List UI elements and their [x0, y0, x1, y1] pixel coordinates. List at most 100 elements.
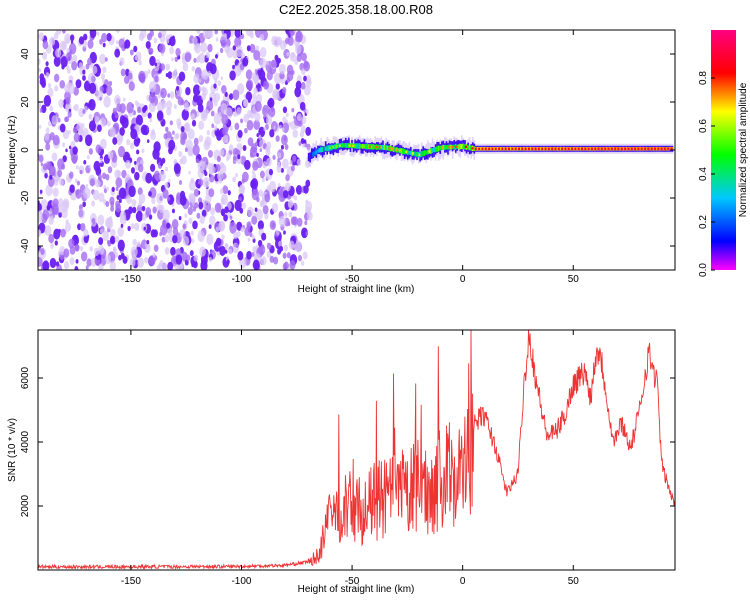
noise-speckle — [269, 255, 275, 263]
noise-speckle — [85, 265, 89, 270]
noise-speckle — [88, 148, 93, 155]
noise-speckle — [305, 126, 312, 136]
noise-speckle — [61, 30, 66, 34]
signal-core — [467, 145, 469, 150]
noise-speckle — [38, 154, 44, 163]
noise-speckle — [73, 105, 76, 110]
noise-speckle — [253, 49, 261, 61]
signal-core — [638, 147, 641, 151]
noise-speckle — [53, 56, 61, 67]
x-tick-label: 0 — [460, 576, 466, 587]
noise-speckle — [192, 144, 200, 156]
noise-speckle — [286, 252, 291, 259]
noise-speckle — [68, 130, 71, 135]
noise-speckle — [285, 174, 290, 182]
noise-speckle — [118, 187, 127, 200]
noise-speckle — [45, 127, 50, 134]
noise-speckle — [134, 100, 139, 106]
signal-peak — [547, 147, 550, 150]
noise-speckle — [126, 101, 134, 114]
noise-speckle — [99, 96, 102, 101]
noise-speckle — [211, 123, 215, 129]
signal-core — [318, 148, 321, 153]
noise-speckle — [201, 209, 207, 217]
noise-speckle — [110, 237, 115, 243]
noise-speckle — [258, 189, 263, 197]
noise-speckle — [105, 218, 114, 230]
noise-speckle — [218, 112, 222, 117]
noise-speckle — [98, 245, 105, 255]
noise-speckle — [251, 251, 255, 257]
noise-speckle — [285, 37, 290, 45]
noise-speckle — [198, 162, 202, 168]
noise-speckle — [221, 234, 225, 240]
noise-speckle — [72, 54, 78, 62]
x-tick-label: 50 — [568, 274, 580, 285]
noise-speckle — [201, 73, 206, 80]
noise-speckle — [97, 124, 102, 132]
noise-speckle — [53, 32, 59, 40]
noise-speckle — [196, 212, 201, 219]
noise-speckle — [147, 112, 152, 119]
noise-speckle — [247, 137, 254, 147]
noise-speckle — [132, 206, 137, 214]
noise-speckle — [303, 60, 309, 69]
noise-speckle — [193, 137, 199, 146]
signal-core — [394, 147, 396, 152]
signal-peak — [634, 147, 637, 150]
noise-speckle — [211, 166, 216, 174]
noise-speckle — [235, 172, 239, 178]
noise-speckle — [86, 258, 92, 267]
noise-speckle — [241, 202, 247, 210]
x-tick-label: 50 — [568, 576, 580, 587]
noise-speckle — [108, 80, 113, 87]
signal-core — [519, 147, 522, 151]
signal-peak — [511, 147, 514, 150]
colorbar-tick-label: 0.4 — [698, 167, 709, 181]
noise-speckle — [293, 30, 297, 33]
x-tick-label: -100 — [231, 576, 251, 587]
noise-speckle — [118, 254, 122, 261]
signal-band — [324, 141, 327, 152]
signal-core — [459, 143, 461, 150]
noise-speckle — [259, 170, 265, 179]
noise-speckle — [184, 147, 188, 153]
signal-core — [431, 148, 434, 154]
noise-speckle — [91, 218, 96, 224]
noise-speckle — [258, 126, 266, 138]
noise-speckle — [89, 30, 97, 39]
snr-series-line — [38, 330, 675, 570]
noise-speckle — [83, 159, 87, 165]
signal-peak — [604, 147, 607, 150]
signal-peak — [574, 147, 577, 150]
signal-peak — [647, 147, 650, 150]
signal-peak — [527, 147, 530, 150]
noise-speckle — [129, 257, 136, 268]
noise-speckle — [284, 211, 288, 217]
noise-speckle — [275, 135, 280, 142]
colorbar-tick-label: 0.0 — [698, 263, 709, 277]
noise-speckle — [78, 208, 85, 219]
signal-core — [443, 145, 446, 150]
noise-speckle — [171, 57, 174, 62]
spectrogram-panel: -150 -100 -50 0 50 -40 -20 0 20 40 Height of str… — [7, 29, 676, 295]
noise-speckle — [85, 63, 90, 70]
noise-speckle — [206, 233, 214, 245]
signal-core — [437, 145, 440, 152]
noise-speckle — [299, 130, 305, 138]
noise-speckle — [40, 162, 44, 167]
noise-speckle — [84, 134, 93, 146]
noise-speckle — [295, 185, 303, 195]
noise-speckle — [123, 75, 130, 84]
noise-speckle — [124, 39, 131, 49]
signal-core — [372, 143, 375, 150]
noise-speckle — [99, 38, 103, 45]
signal-core — [347, 143, 350, 149]
noise-speckle — [242, 57, 249, 67]
signal-peak — [657, 147, 660, 150]
noise-speckle — [164, 234, 170, 243]
noise-speckle — [214, 202, 222, 213]
noise-speckle — [259, 33, 265, 42]
noise-speckle — [92, 189, 100, 201]
noise-speckle — [291, 70, 295, 75]
